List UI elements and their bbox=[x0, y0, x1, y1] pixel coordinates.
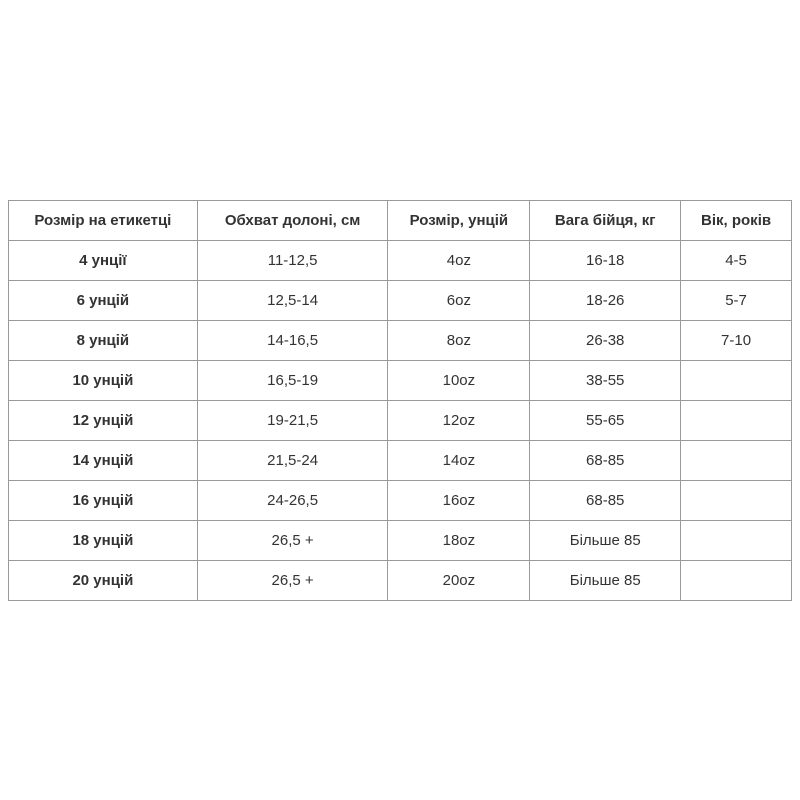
table-cell: 11-12,5 bbox=[196, 240, 389, 281]
table-cell bbox=[680, 480, 792, 521]
label-size-cell: 10 унцій bbox=[8, 360, 198, 401]
table-row: 12 унцій 19-21,5 12oz 55-65 bbox=[8, 400, 792, 441]
table-cell: 19-21,5 bbox=[196, 400, 389, 441]
label-size-cell: 20 унцій bbox=[8, 560, 198, 601]
label-size-cell: 6 унцій bbox=[8, 280, 198, 321]
table-cell: 6oz bbox=[387, 280, 531, 321]
table-cell: Більше 85 bbox=[529, 520, 682, 561]
label-size-cell: 8 унцій bbox=[8, 320, 198, 361]
label-size-cell: 14 унцій bbox=[8, 440, 198, 481]
table-cell: 20oz bbox=[387, 560, 531, 601]
table-cell: 10oz bbox=[387, 360, 531, 401]
table-cell: 12,5-14 bbox=[196, 280, 389, 321]
label-size-cell: 18 унцій bbox=[8, 520, 198, 561]
table-cell bbox=[680, 360, 792, 401]
table-row: 4 унції 11-12,5 4oz 16-18 4-5 bbox=[8, 240, 792, 281]
table-cell: 24-26,5 bbox=[196, 480, 389, 521]
table-cell: 4-5 bbox=[680, 240, 792, 281]
column-header: Обхват долоні, см bbox=[196, 200, 389, 241]
table-cell: 14oz bbox=[387, 440, 531, 481]
table-row: 14 унцій 21,5-24 14oz 68-85 bbox=[8, 440, 792, 481]
table-cell: 18oz bbox=[387, 520, 531, 561]
table-row: 6 унцій 12,5-14 6oz 18-26 5-7 bbox=[8, 280, 792, 321]
table-cell: 26,5 + bbox=[196, 520, 389, 561]
column-header: Вік, років bbox=[680, 200, 792, 241]
table-cell: 68-85 bbox=[529, 440, 682, 481]
header-row: Розмір на етикетці Обхват долоні, см Розмі… bbox=[8, 200, 792, 241]
table-cell: 12oz bbox=[387, 400, 531, 441]
size-chart-table: Розмір на етикетці Обхват долоні, см Розмі… bbox=[8, 200, 792, 601]
table-cell bbox=[680, 520, 792, 561]
table-cell: 8oz bbox=[387, 320, 531, 361]
column-header: Вага бійця, кг bbox=[529, 200, 682, 241]
table-cell: 21,5-24 bbox=[196, 440, 389, 481]
table-row: 18 унцій 26,5 +18oz Більше 85 bbox=[8, 520, 792, 561]
table-row: 8 унцій 14-16,5 8oz 26-38 7-10 bbox=[8, 320, 792, 361]
table-cell: 16-18 bbox=[529, 240, 682, 281]
table-cell: 55-65 bbox=[529, 400, 682, 441]
table-cell: 4oz bbox=[387, 240, 531, 281]
table-cell: 14-16,5 bbox=[196, 320, 389, 361]
table-cell bbox=[680, 560, 792, 601]
table-cell bbox=[680, 400, 792, 441]
table-cell: 5-7 bbox=[680, 280, 792, 321]
table-cell bbox=[680, 440, 792, 481]
table-row: 10 унцій 16,5-19 10oz 38-55 bbox=[8, 360, 792, 401]
table-cell: 18-26 bbox=[529, 280, 682, 321]
table-cell: 16,5-19 bbox=[196, 360, 389, 401]
table-cell: 26-38 bbox=[529, 320, 682, 361]
label-size-cell: 16 унцій bbox=[8, 480, 198, 521]
table-cell: 26,5 + bbox=[196, 560, 389, 601]
table-cell: Більше 85 bbox=[529, 560, 682, 601]
table-cell: 68-85 bbox=[529, 480, 682, 521]
label-size-cell: 4 унції bbox=[8, 240, 198, 281]
table-cell: 7-10 bbox=[680, 320, 792, 361]
label-size-cell: 12 унцій bbox=[8, 400, 198, 441]
table-cell: 38-55 bbox=[529, 360, 682, 401]
table-row: 16 унцій 24-26,5 16oz 68-85 bbox=[8, 480, 792, 521]
table-row: 20 унцій 26,5 +20oz Більше 85 bbox=[8, 560, 792, 601]
column-header: Розмір, унцій bbox=[387, 200, 531, 241]
column-header: Розмір на етикетці bbox=[8, 200, 198, 241]
table-cell: 16oz bbox=[387, 480, 531, 521]
